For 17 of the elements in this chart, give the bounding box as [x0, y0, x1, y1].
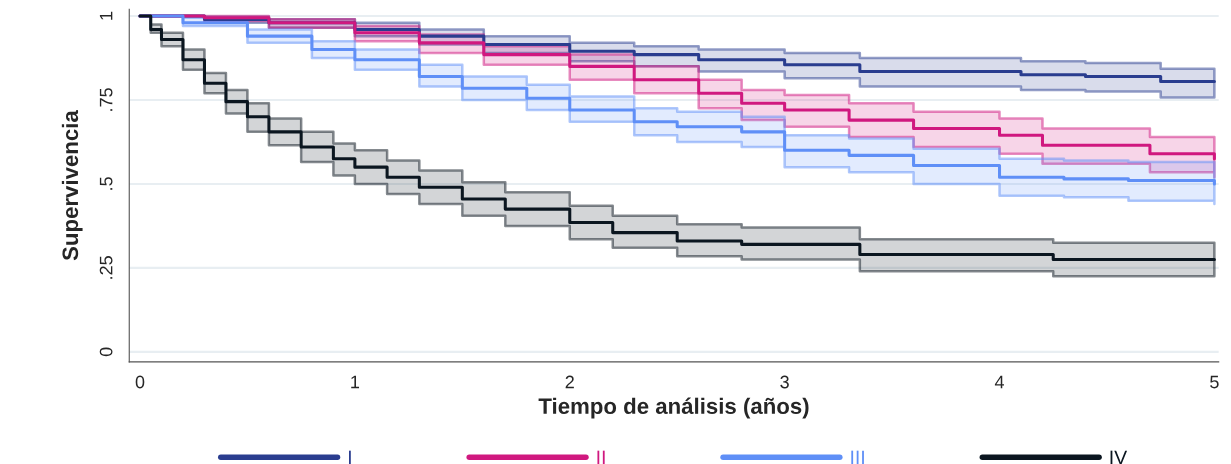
text: III: [851, 450, 864, 464]
x-tick-label: 5: [1210, 375, 1219, 389]
text: I: [348, 450, 351, 464]
y-tick-label: .25: [99, 256, 113, 279]
y-tick-label: .5: [99, 177, 113, 190]
y-tick-label: 0: [99, 347, 113, 357]
x-tick-label: 2: [565, 375, 574, 389]
x-tick-label: 0: [135, 375, 145, 389]
y-tick-label: .75: [99, 88, 113, 111]
x-tick-label: 3: [780, 375, 789, 389]
y-axis-title: Supervivencia: [61, 110, 83, 261]
text: IV: [1110, 450, 1128, 464]
x-tick-label: 1: [351, 375, 360, 389]
text: II: [597, 450, 605, 464]
x-axis-title: Tiempo de análisis (años): [538, 397, 809, 419]
y-tick-label: 1: [99, 11, 113, 20]
x-tick-label: 4: [994, 375, 1005, 389]
